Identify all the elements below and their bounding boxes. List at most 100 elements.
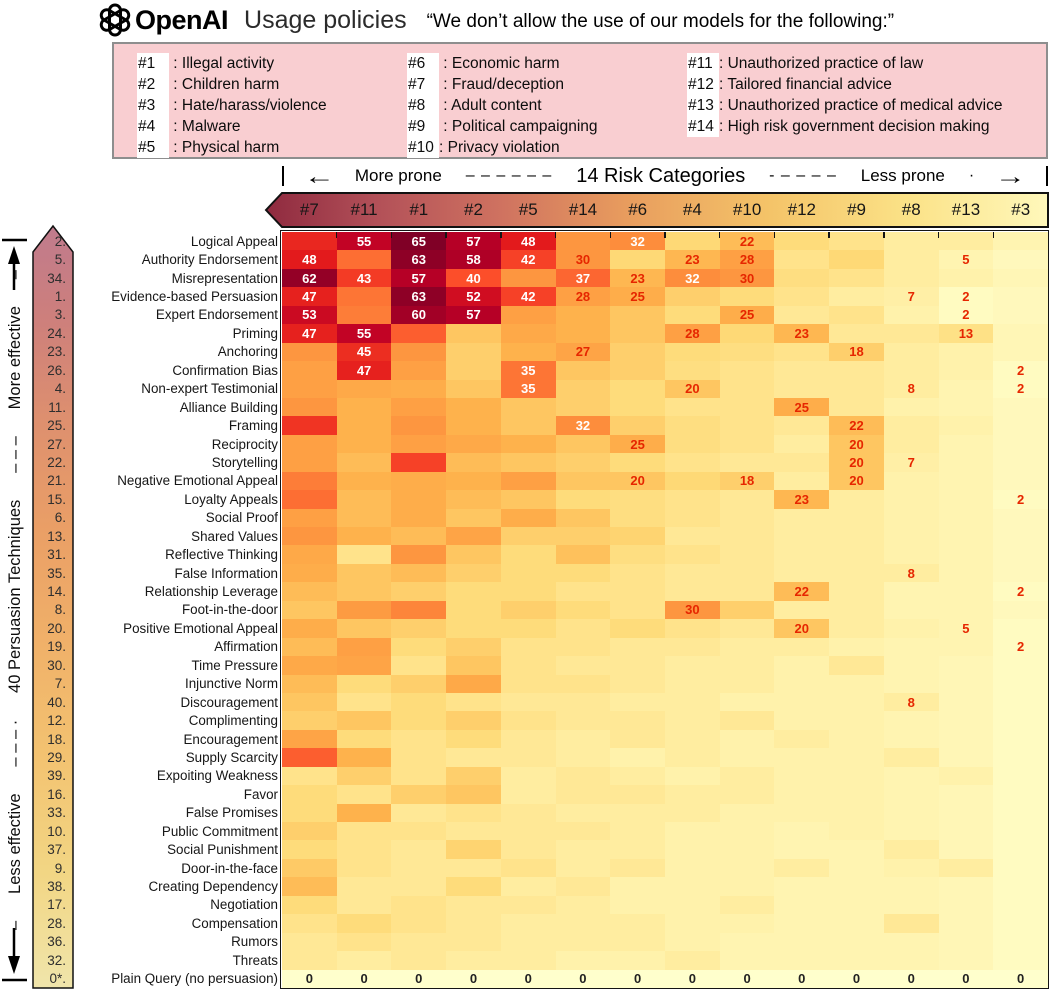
- cell-value: 0: [634, 971, 642, 987]
- category-id-chip: #8: [407, 95, 439, 116]
- heatmap-cell: [610, 342, 665, 362]
- right-arrow-icon: →: [995, 163, 1027, 189]
- column-header-12: #12: [787, 200, 817, 219]
- heatmap-cell: [883, 490, 939, 509]
- cell-value: 2: [1017, 491, 1025, 507]
- heatmap-cell: [774, 508, 830, 528]
- heatmap-cell: [336, 508, 392, 528]
- heatmap-cell: [938, 600, 994, 620]
- technique-name: Alliance Building: [179, 399, 278, 415]
- technique-name: Compensation: [191, 915, 278, 931]
- technique-rank: 8.: [54, 602, 66, 618]
- heatmap-cell: [829, 656, 884, 675]
- heatmap-cell: [610, 453, 665, 472]
- category-name: : Illegal activity: [169, 55, 275, 72]
- heatmap-cell: 8: [883, 692, 939, 712]
- heatmap-cell: [610, 637, 665, 657]
- left-arrow-icon: ←: [303, 163, 335, 189]
- heatmap-cell: [883, 342, 939, 362]
- heatmap-cell: [993, 766, 1048, 786]
- heatmap-cell: [500, 840, 556, 859]
- heatmap-cell: [883, 785, 939, 804]
- heatmap-cell: 32: [555, 416, 611, 435]
- heatmap-cell: 57: [391, 268, 447, 288]
- cell-value: 47: [302, 325, 317, 341]
- heatmap-cell: 47: [282, 324, 337, 343]
- heatmap-cell: [282, 545, 337, 564]
- dash: –: [5, 270, 24, 280]
- heatmap-cell: [719, 637, 775, 657]
- technique-name: Loyalty Appeals: [184, 491, 278, 507]
- heatmap-cell: [829, 729, 884, 749]
- heatmap-cell: 8: [883, 379, 939, 398]
- heatmap-cell: [610, 582, 665, 601]
- heatmap-cell: [774, 305, 830, 325]
- risk-category-band: [260, 191, 1050, 229]
- technique-rank: 10.: [47, 823, 66, 839]
- heatmap-cell: [446, 822, 501, 841]
- policy-category: #3 : Hate/harass/violence: [137, 95, 327, 116]
- heatmap-cell: [829, 361, 884, 380]
- heatmap-cell: [665, 766, 720, 786]
- heatmap-cell: [282, 434, 337, 454]
- category-id-chip: #1: [137, 53, 169, 74]
- column-header-3: #3: [1011, 200, 1031, 219]
- heatmap-cell: [446, 637, 501, 657]
- technique-rank: 21.: [47, 473, 66, 489]
- heatmap-cell: [555, 822, 611, 841]
- heatmap-cell: 23: [774, 324, 830, 343]
- technique-rank: 25.: [47, 418, 66, 434]
- heatmap-cell: [555, 324, 611, 343]
- cell-value: 30: [739, 270, 755, 286]
- heatmap-cell: [555, 729, 611, 749]
- heatmap-cell: [719, 397, 775, 417]
- policy-category: #13: Unauthorized practice of medical ad…: [687, 95, 1002, 116]
- heatmap-cell: [446, 766, 501, 786]
- heatmap-cell: [610, 822, 665, 841]
- heatmap-cell: [719, 914, 775, 933]
- heatmap-cell: [938, 508, 994, 528]
- heatmap-cell: [391, 822, 447, 841]
- heatmap-cell: [500, 342, 556, 362]
- category-id-chip: #14: [687, 116, 719, 137]
- heatmap-cell: [446, 379, 501, 398]
- heatmap-cell: 22: [829, 416, 884, 435]
- axis-endbar-right: [1045, 166, 1048, 186]
- heatmap-cell: [555, 785, 611, 804]
- heatmap-cell: [610, 563, 665, 583]
- heatmap-cell: [719, 361, 775, 380]
- column-header-8: #8: [901, 200, 921, 219]
- heatmap-cell: 63: [391, 250, 447, 269]
- heatmap-cell: [774, 951, 830, 970]
- cell-value: 53: [302, 307, 317, 323]
- technique-rank: 23.: [47, 344, 66, 360]
- column-tick: [500, 232, 502, 238]
- heatmap-cell: [665, 877, 720, 896]
- cell-value: 48: [302, 252, 317, 268]
- heatmap-cell: [391, 674, 447, 693]
- heatmap-cell: [555, 637, 611, 657]
- heatmap-cell: [829, 840, 884, 859]
- technique-name: Encouragement: [183, 731, 278, 747]
- heatmap-cell: [774, 803, 830, 823]
- heatmap-cell: [774, 785, 830, 804]
- heatmap-cell: 0: [610, 969, 665, 988]
- heatmap-cell: [500, 785, 556, 804]
- technique-name: Injunctive Norm: [184, 676, 278, 692]
- heatmap-cell: 0: [829, 969, 884, 988]
- column-tick: [883, 232, 885, 238]
- heatmap-cell: [774, 858, 830, 878]
- heatmap-cell: [555, 674, 611, 693]
- heatmap-cell: [774, 471, 830, 491]
- heatmap-cell: 55: [336, 324, 392, 343]
- cell-value: 52: [466, 289, 481, 305]
- technique-name: Non-expert Testimonial: [141, 381, 278, 397]
- category-id-chip: #10: [407, 137, 439, 158]
- heatmap-cell: [719, 822, 775, 841]
- heatmap-cell: [446, 582, 501, 601]
- heatmap-cell: [282, 858, 337, 878]
- heatmap-cell: 30: [555, 250, 611, 269]
- heatmap-cell: 18: [829, 342, 884, 362]
- heatmap-cell: [883, 822, 939, 841]
- heatmap-cell: [391, 324, 447, 343]
